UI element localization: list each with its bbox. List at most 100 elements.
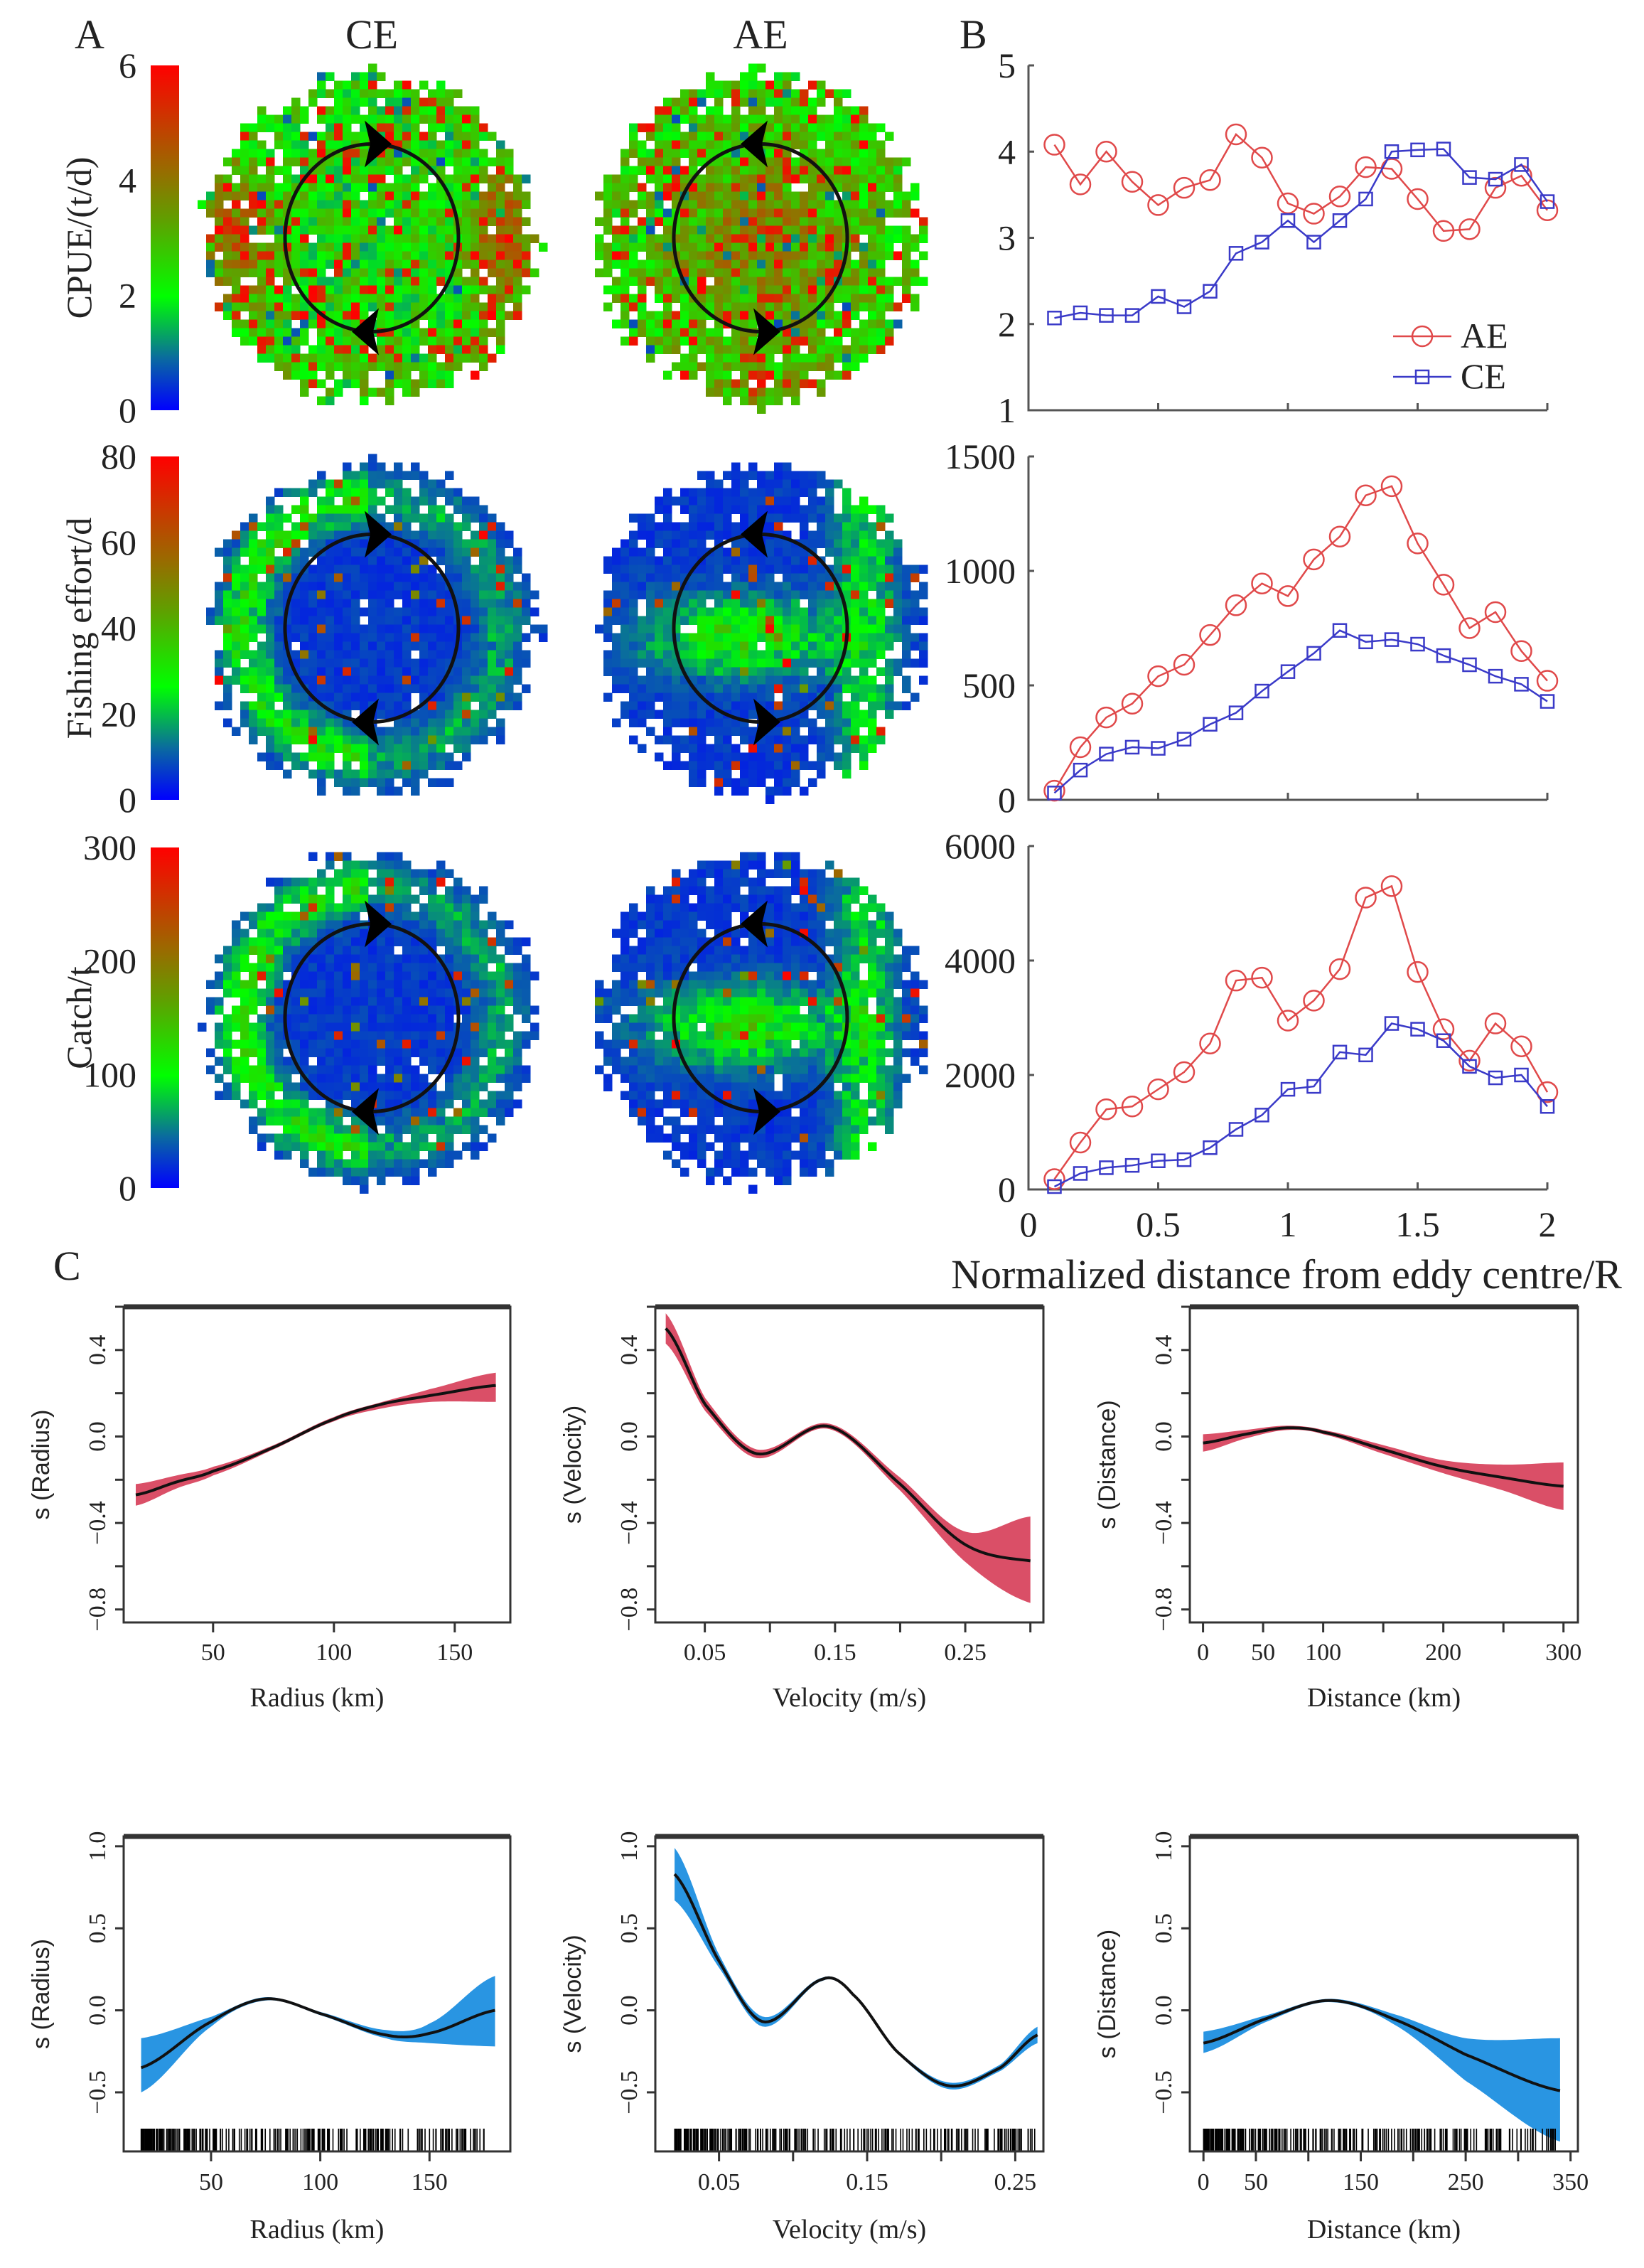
heatmap-cell	[680, 302, 689, 311]
heatmap-cell	[300, 140, 309, 149]
heatmap-cell	[851, 582, 860, 591]
heatmap-cell	[765, 505, 775, 514]
heatmap-cell	[714, 547, 724, 557]
heatmap-cell	[757, 658, 766, 668]
heatmap-cell	[257, 946, 267, 955]
heatmap-cell	[859, 633, 869, 642]
heatmap-cell	[436, 744, 446, 753]
heatmap-cell	[266, 752, 275, 761]
heatmap-cell	[300, 387, 309, 397]
heatmap-cell	[419, 225, 429, 235]
heatmap-cell	[249, 328, 258, 337]
heatmap-cell	[402, 633, 412, 642]
heatmap-cell	[283, 582, 292, 591]
heatmap-cell	[663, 701, 672, 710]
heatmap-cell	[825, 641, 834, 651]
heatmap-cell	[505, 556, 514, 565]
heatmap-cell	[240, 1031, 249, 1040]
heatmap-cell	[825, 658, 834, 668]
heatmap-cell	[800, 200, 809, 209]
heatmap-cell	[343, 701, 352, 710]
heatmap-cell	[774, 157, 783, 166]
heatmap-cell	[689, 573, 698, 582]
heatmap-cell	[343, 370, 352, 380]
heatmap-cell	[326, 260, 335, 269]
heatmap-cell	[842, 319, 851, 328]
heatmap-cell	[859, 573, 869, 582]
heatmap-cell	[496, 268, 505, 277]
heatmap-cell	[620, 217, 630, 226]
heatmap-cell	[689, 114, 698, 124]
heatmap-cell	[385, 1014, 394, 1023]
heatmap-cell	[360, 251, 369, 260]
heatmap-cell	[257, 294, 267, 303]
heatmap-cell	[377, 658, 386, 668]
heatmap-cell	[680, 710, 689, 719]
heatmap-cell	[291, 336, 301, 346]
heatmap-cell	[885, 539, 894, 548]
heatmap-cell	[800, 97, 809, 107]
heatmap-cell	[765, 565, 775, 574]
heatmap-cell	[266, 311, 275, 320]
heatmap-cell	[462, 582, 471, 591]
heatmap-cell	[249, 675, 258, 685]
heatmap-cell	[436, 778, 446, 787]
heatmap-cell	[488, 311, 497, 320]
heatmap-cell	[808, 761, 817, 770]
heatmap-cell	[757, 496, 766, 506]
heatmap-cell	[496, 251, 505, 260]
heatmap-cell	[377, 894, 386, 904]
heatmap-cell	[453, 573, 463, 582]
heatmap-cell	[300, 260, 309, 269]
heatmap-cell	[868, 547, 877, 557]
heatmap-cell	[402, 242, 412, 252]
heatmap-cell	[453, 658, 463, 668]
heatmap-cell	[402, 582, 412, 591]
heatmap-cell	[876, 294, 886, 303]
heatmap-cell	[385, 539, 394, 548]
heatmap-cell	[902, 616, 911, 625]
heatmap-cell	[842, 547, 851, 557]
heatmap-cell	[266, 513, 275, 523]
heatmap-cell	[428, 547, 437, 557]
heatmap-cell	[436, 658, 446, 668]
heatmap-cell	[680, 370, 689, 380]
heatmap-cell	[505, 260, 514, 269]
heatmap-cell	[859, 149, 869, 158]
heatmap-cell	[419, 488, 429, 497]
heatmap-cell	[445, 345, 454, 354]
heatmap-cell	[731, 242, 741, 252]
heatmap-cell	[910, 302, 920, 311]
heatmap-cell	[902, 573, 911, 582]
heatmap-cell	[394, 123, 403, 132]
heatmap-cell	[453, 362, 463, 371]
heatmap-cell	[706, 633, 715, 642]
heatmap-cell	[808, 260, 817, 269]
heatmap-cell	[257, 260, 267, 269]
heatmap-cell	[731, 641, 741, 651]
heatmap-cell	[479, 217, 488, 226]
heatmap-cell	[385, 980, 394, 989]
heatmap-cell	[402, 157, 412, 166]
heatmap-cell	[629, 277, 638, 286]
heatmap-cell	[663, 761, 672, 770]
heatmap-cell	[808, 505, 817, 514]
heatmap-cell	[471, 208, 480, 218]
heatmap-cell	[411, 1022, 420, 1032]
heatmap-cell	[859, 547, 869, 557]
heatmap-cell	[385, 607, 394, 616]
heatmap-cell	[723, 200, 732, 209]
heatmap-cell	[308, 727, 318, 736]
heatmap-cell	[419, 106, 429, 115]
heatmap-cell	[411, 268, 420, 277]
heatmap-cell	[748, 496, 758, 506]
heatmap-cell	[689, 217, 698, 226]
heatmap-cell	[326, 920, 335, 929]
colorbar	[151, 456, 179, 800]
heatmap-cell	[765, 496, 775, 506]
heatmap-cell	[757, 744, 766, 753]
heatmap-cell	[240, 225, 249, 235]
heatmap-cell	[300, 633, 309, 642]
heatmap-cell	[453, 744, 463, 753]
